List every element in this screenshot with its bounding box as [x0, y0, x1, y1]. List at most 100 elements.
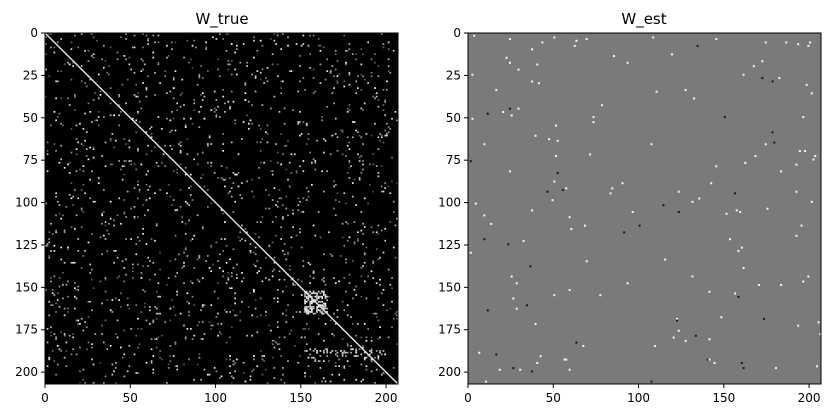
- heatmap-cell: [311, 161, 313, 164]
- heatmap-cell: [121, 260, 124, 262]
- heatmap-cell: [276, 200, 279, 203]
- heatmap-cell: [357, 239, 359, 242]
- heatmap-cell: [345, 49, 347, 52]
- heatmap-cell: [97, 111, 100, 113]
- heatmap-cell: [384, 187, 387, 189]
- heatmap-cell: [355, 129, 358, 132]
- heatmap-cell: [125, 58, 127, 61]
- x-tick-label: 0: [464, 391, 472, 405]
- heatmap-cell: [599, 294, 602, 297]
- heatmap-cell: [309, 151, 312, 154]
- heatmap-cell: [234, 122, 236, 125]
- heatmap-cell: [333, 180, 335, 183]
- heatmap-cell: [176, 290, 179, 293]
- heatmap-cell: [317, 360, 320, 362]
- heatmap-cell: [58, 306, 61, 308]
- heatmap-cell: [116, 51, 119, 54]
- heatmap-cell: [125, 273, 127, 276]
- heatmap-cell: [386, 309, 388, 312]
- heatmap-cell: [82, 144, 85, 147]
- heatmap-cell: [55, 311, 57, 313]
- heatmap-cell: [184, 222, 187, 225]
- heatmap-cell: [317, 306, 320, 308]
- heatmap-cell: [258, 177, 260, 179]
- heatmap-cell: [295, 172, 298, 174]
- heatmap-cell: [207, 143, 209, 145]
- heatmap-cell: [210, 304, 213, 306]
- heatmap-cell: [50, 334, 52, 337]
- heatmap-cell: [316, 297, 318, 300]
- heatmap-cell: [246, 61, 248, 64]
- heatmap-cells: [45, 33, 398, 384]
- heatmap-cell: [302, 43, 305, 45]
- heatmap-cell: [89, 146, 92, 149]
- heatmap-cell: [70, 41, 73, 44]
- heatmap-cell: [302, 160, 305, 162]
- heatmap-cell: [239, 194, 242, 196]
- heatmap-cell: [152, 372, 155, 374]
- heatmap-cell: [111, 311, 114, 313]
- heatmap-cell: [319, 311, 322, 313]
- heatmap-cell: [63, 229, 66, 232]
- heatmap-cell: [72, 65, 74, 67]
- heatmap-cell: [63, 166, 66, 169]
- heatmap-cell: [145, 88, 148, 91]
- heatmap-cell: [164, 144, 167, 147]
- heatmap-cell: [316, 350, 318, 352]
- heatmap-cell: [319, 295, 322, 298]
- heatmap-cell: [288, 70, 291, 72]
- heatmap-cell: [375, 92, 378, 95]
- heatmap-cell: [80, 80, 83, 83]
- heatmap-cell: [137, 92, 139, 95]
- heatmap-cell: [297, 122, 300, 125]
- heatmap-cell: [60, 350, 63, 352]
- heatmap-cell: [174, 275, 177, 278]
- heatmap-cell: [568, 289, 571, 292]
- heatmap-cell: [128, 345, 131, 347]
- heatmap-cell: [102, 234, 105, 237]
- heatmap-cell: [140, 107, 143, 110]
- heatmap-cell: [53, 275, 56, 278]
- heatmap-cell: [63, 261, 66, 264]
- heatmap-cell: [191, 44, 194, 47]
- heatmap-cell: [706, 358, 709, 361]
- heatmap-cell: [295, 43, 298, 45]
- heatmap-cell: [51, 233, 54, 235]
- heatmap-cell: [222, 212, 225, 215]
- heatmap-cell: [109, 217, 112, 220]
- heatmap-cell: [181, 78, 184, 81]
- heatmap-cell: [321, 312, 323, 315]
- heatmap-cell: [179, 189, 182, 191]
- heatmap-cell: [191, 295, 194, 298]
- heatmap-cell: [264, 277, 267, 279]
- heatmap-cell: [176, 368, 179, 371]
- heatmap-cell: [391, 117, 393, 120]
- heatmap-cell: [377, 356, 380, 359]
- heatmap-cell: [324, 295, 327, 298]
- heatmap-cell: [131, 117, 134, 120]
- heatmap-cell: [171, 204, 173, 206]
- heatmap-cell: [229, 107, 231, 110]
- heatmap-cell: [469, 251, 472, 254]
- heatmap-cell: [261, 138, 264, 140]
- heatmap-cell: [338, 365, 341, 368]
- heatmap-cell: [147, 209, 150, 212]
- heatmap-cell: [355, 204, 358, 206]
- heatmap-cell: [305, 307, 308, 310]
- heatmap-cell: [96, 39, 98, 42]
- heatmap-cell: [370, 75, 373, 78]
- heatmap-cell: [133, 94, 136, 96]
- heatmap-cell: [290, 329, 293, 332]
- heatmap-cell: [230, 272, 233, 274]
- heatmap-cell: [87, 49, 90, 52]
- heatmap-cell: [259, 72, 262, 74]
- heatmap-cell: [241, 238, 243, 240]
- heatmap-cell: [45, 202, 47, 205]
- heatmap-cell: [176, 209, 179, 212]
- heatmap-cell: [304, 372, 306, 374]
- heatmap-cell: [79, 382, 81, 384]
- heatmap-cell: [227, 68, 230, 71]
- heatmap-cell: [471, 117, 474, 120]
- heatmap-cell: [114, 361, 117, 364]
- heatmap-cell: [314, 90, 317, 93]
